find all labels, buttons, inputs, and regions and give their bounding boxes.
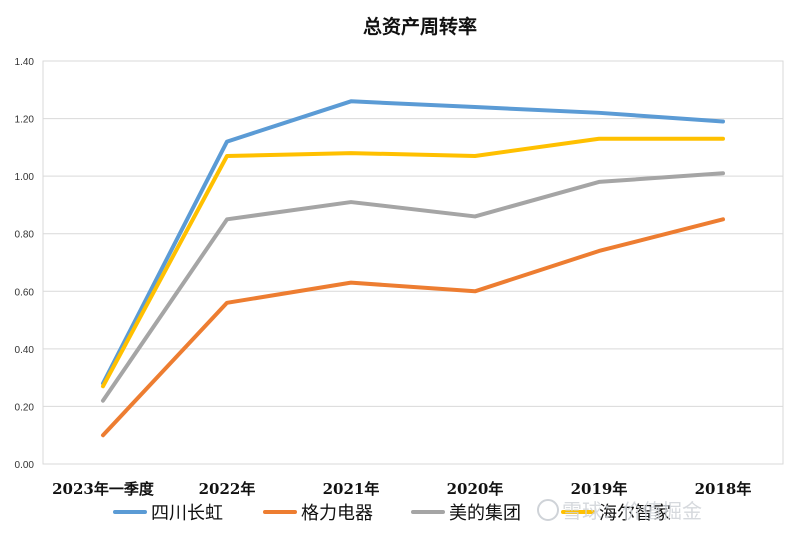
legend: 四川长虹 格力电器 美的集团 海尔智家	[113, 503, 671, 524]
watermark: 雪球：价值掘金	[537, 499, 702, 523]
y-axis-ticks: 0.00 0.20 0.40 0.60 0.80 1.00 1.20 1.40	[15, 57, 35, 471]
x-tick-label: 2018年	[695, 480, 752, 498]
y-tick-label: 1.40	[15, 57, 35, 68]
x-axis-ticks: 2023年一季度 2022年 2021年 2020年 2019年 2018年	[52, 480, 751, 498]
snowball-logo-icon	[537, 499, 559, 521]
legend-label-3: 海尔智家	[599, 503, 671, 524]
series-line-1	[101, 217, 725, 438]
series-line-3	[101, 136, 725, 389]
watermark-text: 雪球：价值掘金	[562, 499, 702, 523]
y-tick-label: 1.00	[15, 172, 35, 183]
x-tick-label: 2019年	[571, 480, 628, 498]
y-tick-label: 0.00	[15, 460, 35, 471]
legend-label-1: 格力电器	[301, 503, 373, 524]
legend-label-0: 四川长虹	[151, 503, 223, 524]
chart-title: 总资产周转率	[363, 15, 477, 38]
y-tick-label: 1.20	[15, 115, 35, 126]
x-tick-label: 2023年一季度	[52, 480, 155, 498]
series-line-0	[101, 99, 725, 386]
series-lines	[101, 99, 725, 438]
x-tick-label: 2020年	[447, 480, 504, 498]
y-tick-label: 0.60	[15, 287, 35, 298]
y-tick-label: 0.20	[15, 402, 35, 413]
x-tick-label: 2021年	[323, 480, 380, 498]
x-tick-label: 2022年	[199, 480, 256, 498]
y-tick-label: 0.80	[15, 230, 35, 241]
series-line-2	[101, 171, 725, 403]
legend-label-2: 美的集团	[449, 503, 521, 524]
plot-area	[42, 60, 784, 465]
y-tick-label: 0.40	[15, 345, 35, 356]
gridlines	[43, 60, 783, 407]
